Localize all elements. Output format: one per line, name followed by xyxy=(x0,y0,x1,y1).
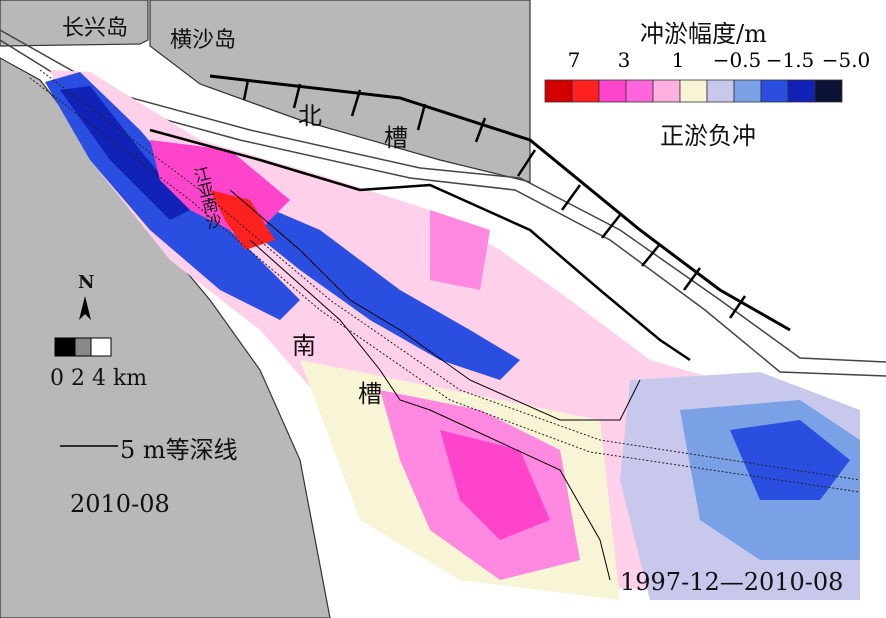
scale-bar-labels: 0 2 4 km xyxy=(50,366,148,391)
field-blue-shoal-edge xyxy=(250,200,520,380)
legend-tick: −0.5 xyxy=(712,48,762,72)
scale-bar xyxy=(54,337,112,357)
label-south-channel-1: 南 xyxy=(292,332,316,360)
legend-class xyxy=(652,79,681,103)
navigation-channel-lower xyxy=(29,77,861,493)
legend-colorbar xyxy=(544,79,843,103)
field-pink-patch-north xyxy=(430,210,490,290)
legend-tick: 1 xyxy=(671,48,685,72)
legend-tick: 7 xyxy=(567,48,581,72)
field-blue-east-core xyxy=(730,420,850,500)
legend-class xyxy=(760,79,789,103)
legend-class xyxy=(598,79,627,103)
legend-class xyxy=(787,79,816,103)
north-groins xyxy=(242,79,747,319)
legend-tick: −5.0 xyxy=(821,48,871,72)
isobath-legend-label: 5 m等深线 xyxy=(120,436,238,464)
navigation-channel-upper xyxy=(39,69,861,481)
label-changxing-island: 长兴岛 xyxy=(62,16,129,41)
legend-subtitle: 正淤负冲 xyxy=(660,122,756,150)
north-arrow-icon xyxy=(79,296,91,320)
north-jetty-outer xyxy=(0,29,886,363)
field-jiangya-shoal-red xyxy=(210,190,275,250)
legend-ticks: 7 3 1 −0.5 −1.5 −5.0 xyxy=(560,48,880,74)
field-magenta-south xyxy=(440,430,550,540)
legend-title: 冲淤幅度/m xyxy=(640,20,767,48)
field-dark-blue-west xyxy=(60,86,190,220)
legend-tick: 3 xyxy=(617,48,631,72)
south-training-wall xyxy=(149,128,691,362)
comparison-period-label: 1997-12—2010-08 xyxy=(620,568,844,596)
legend-class xyxy=(814,79,843,103)
changxing-island-land xyxy=(0,0,149,47)
label-hengsha-island: 横沙岛 xyxy=(170,28,237,53)
label-south-channel-2: 槽 xyxy=(358,380,382,408)
label-north-channel-2: 槽 xyxy=(384,124,408,152)
legend-class xyxy=(544,79,573,103)
legend-class xyxy=(625,79,654,103)
label-north-channel-1: 北 xyxy=(298,102,322,130)
isobath-5m-shoal xyxy=(229,189,641,421)
isobath-5m-south xyxy=(249,239,611,581)
legend-tick: −1.5 xyxy=(765,48,815,72)
north-arrow-label: N xyxy=(78,272,95,293)
north-training-wall xyxy=(209,74,791,332)
legend-class xyxy=(706,79,735,103)
legend-class xyxy=(733,79,762,103)
legend-class xyxy=(571,79,600,103)
erosion-deposition-field xyxy=(45,70,860,600)
survey-date-label: 2010-08 xyxy=(70,490,170,518)
legend-class xyxy=(679,79,708,103)
